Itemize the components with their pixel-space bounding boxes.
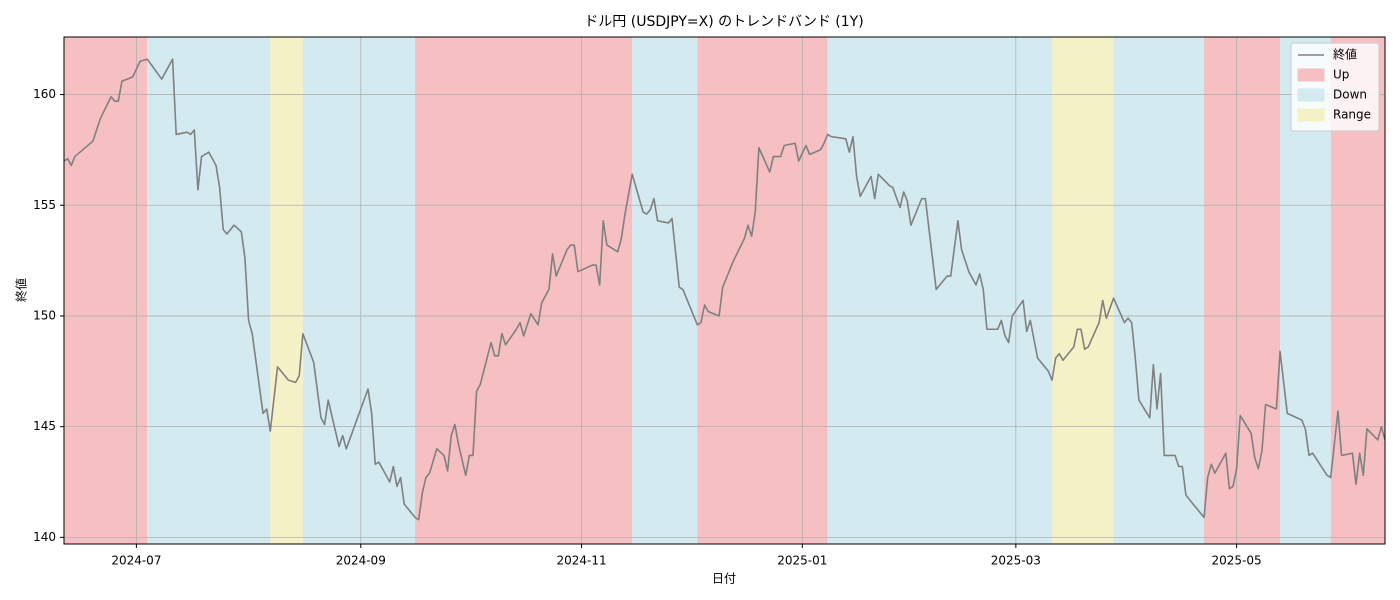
- legend-swatch: [1297, 88, 1325, 102]
- trend-band: [632, 37, 698, 544]
- legend-label: Range: [1333, 108, 1371, 122]
- trend-band: [1052, 37, 1114, 544]
- legend-swatch: [1297, 108, 1325, 122]
- trend-band: [1204, 37, 1281, 544]
- x-tick-label: 2024-09: [336, 554, 386, 568]
- y-tick-label: 140: [33, 530, 56, 544]
- y-tick-label: 160: [33, 87, 56, 101]
- price-line: [63, 58, 1386, 521]
- chart-title: ドル円 (USDJPY=X) のトレンドバンド (1Y): [584, 14, 863, 30]
- x-axis-label: 日付: [712, 572, 736, 586]
- trend-band: [697, 37, 828, 544]
- legend-label: Down: [1333, 88, 1367, 102]
- legend: 終値 Up Down Range: [1290, 42, 1380, 132]
- y-tick-label: 150: [33, 308, 56, 322]
- trend-band: [270, 37, 303, 544]
- lines: [63, 58, 1386, 521]
- trend-band: [1113, 37, 1205, 544]
- x-tick-label: 2025-01: [777, 554, 827, 568]
- y-tick-label: 155: [33, 198, 56, 212]
- bands: [64, 37, 1385, 544]
- y-axis-label: 終値: [14, 278, 29, 302]
- x-tick-label: 2025-03: [991, 554, 1041, 568]
- x-tick-label: 2024-07: [111, 554, 161, 568]
- trend-band: [147, 37, 271, 544]
- trend-band: [415, 37, 633, 544]
- legend-swatch: [1297, 68, 1325, 82]
- x-tick-label: 2024-11: [556, 554, 606, 568]
- trend-band: [302, 37, 416, 544]
- y-tick-label: 145: [33, 419, 56, 433]
- axes: 140 145 150 155 160 2024-07 2024-09 2024-11 2025…: [33, 36, 1386, 568]
- trend-band: [827, 37, 1053, 544]
- trend-band: [64, 37, 148, 544]
- legend-label: 終値: [1333, 47, 1357, 62]
- x-tick-label: 2025-05: [1212, 554, 1262, 568]
- legend-label: Up: [1333, 68, 1349, 82]
- plot-frame: [63, 36, 1386, 545]
